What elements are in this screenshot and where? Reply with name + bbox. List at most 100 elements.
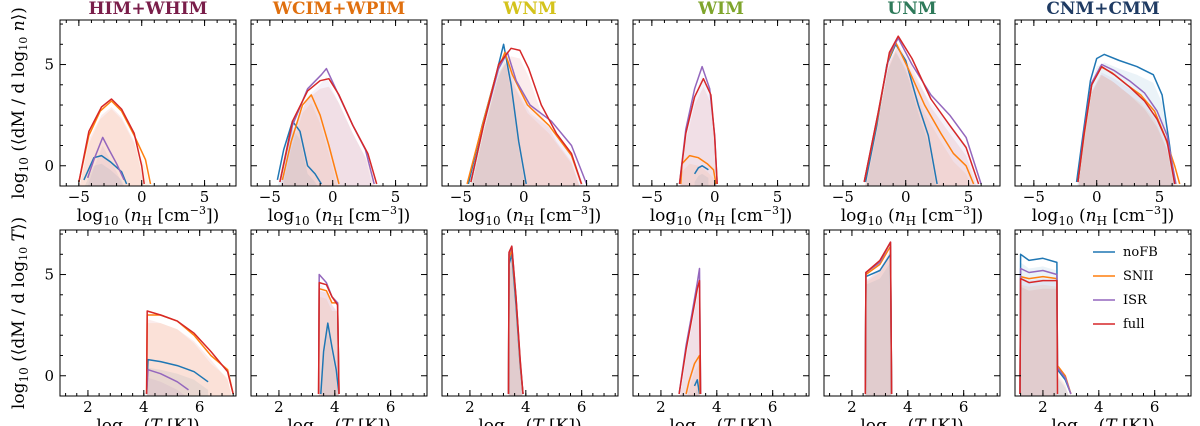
plot-frame xyxy=(59,19,237,187)
series-lines xyxy=(507,245,524,395)
series-line-snii xyxy=(281,94,340,185)
shaded-bands xyxy=(78,107,151,186)
series-line-full xyxy=(863,35,980,185)
series-line-full xyxy=(1077,65,1176,185)
plot-frame xyxy=(441,229,619,397)
series-line-nofb xyxy=(1075,53,1176,185)
ticks xyxy=(442,230,618,397)
y-tick-label: 5 xyxy=(44,56,54,74)
band-isr xyxy=(318,282,339,396)
band-snii xyxy=(1020,284,1071,396)
band-snii xyxy=(686,363,700,396)
x-tick-label: 4 xyxy=(330,398,340,416)
x-tick-label: 5 xyxy=(1155,188,1165,206)
x-axis-label: log10 (nH [cm−3]) xyxy=(268,204,410,228)
x-tick-label: 5 xyxy=(582,188,592,206)
band-full xyxy=(1020,286,1058,396)
series-line-snii xyxy=(78,100,152,185)
series-line-full xyxy=(470,47,583,185)
shaded-bands xyxy=(865,250,892,396)
shaded-bands xyxy=(1020,262,1071,396)
series-line-nofb xyxy=(145,358,209,395)
x-tick-label: 4 xyxy=(903,398,913,416)
band-full xyxy=(679,86,718,186)
plot-frame xyxy=(59,229,237,397)
x-axis-label: log10 (nH [cm−3]) xyxy=(650,204,792,228)
band-full xyxy=(864,44,979,186)
panel-title: WIM xyxy=(697,0,744,19)
band-isr xyxy=(87,145,125,186)
band-full xyxy=(470,56,582,186)
ticks xyxy=(1015,230,1191,397)
band-nofb xyxy=(694,387,700,396)
panel-top-cnm-cmm: −5 0 5 xyxy=(1014,19,1192,206)
band-snii xyxy=(467,60,582,186)
ticks xyxy=(251,20,427,187)
panel-title: CNM+CMM xyxy=(1046,0,1159,19)
x-axis-label: log10 (T [K]) xyxy=(478,416,581,426)
band-nofb xyxy=(1020,262,1071,396)
y-tick-label: 5 xyxy=(44,266,54,284)
ticks xyxy=(1015,20,1191,187)
x-axis-label: log10 (nH [cm−3]) xyxy=(841,204,983,228)
panel-titles: HIM+WHIM WCIM+WPIM WNM WIM UNM CNM+CMM xyxy=(89,0,1160,19)
x-tick-label: 4 xyxy=(712,398,722,416)
x-tick-label: 5 xyxy=(200,188,210,206)
series-lines xyxy=(1019,253,1072,395)
x-axis-label: log10 (T [K]) xyxy=(1051,416,1154,426)
band-snii xyxy=(78,109,151,186)
x-axis-label: log10 (nH [cm−3]) xyxy=(459,204,601,228)
series-line-full xyxy=(317,281,340,395)
band-full xyxy=(78,107,145,186)
legend: noFB SNII ISR full xyxy=(1093,245,1158,332)
x-tick-label: 0 xyxy=(1092,188,1102,206)
shaded-bands xyxy=(1076,62,1180,186)
band-isr xyxy=(1020,276,1071,396)
series-line-nofb xyxy=(320,322,340,395)
band-snii xyxy=(865,254,892,396)
plot-frame xyxy=(441,19,619,187)
x-axis-label: log10 (T [K]) xyxy=(96,416,199,426)
series-line-snii xyxy=(466,51,583,185)
shaded-bands xyxy=(318,282,339,396)
series-line-isr xyxy=(86,136,125,181)
x-tick-label: 0 xyxy=(328,188,338,206)
series-line-nofb xyxy=(276,120,323,185)
ticks xyxy=(442,20,618,187)
x-tick-label: 4 xyxy=(1094,398,1104,416)
x-tick-label: −5 xyxy=(832,188,854,206)
band-full xyxy=(318,290,339,396)
band-snii xyxy=(282,103,339,186)
band-snii xyxy=(680,163,716,186)
band-isr xyxy=(679,74,718,186)
x-tick-label: 5 xyxy=(773,188,783,206)
panel-top-unm: −5 0 5 xyxy=(823,19,1001,206)
band-isr xyxy=(146,377,189,396)
band-nofb xyxy=(694,173,709,186)
shaded-bands xyxy=(679,276,701,396)
panel-title: WNM xyxy=(502,0,557,19)
x-tick-label: −5 xyxy=(1023,188,1045,206)
band-isr xyxy=(1077,72,1176,186)
legend-item-snii: SNII xyxy=(1093,269,1154,284)
band-isr xyxy=(679,276,701,396)
panel-bottom-unm: 2 4 6 xyxy=(823,229,1001,416)
band-full xyxy=(1077,74,1175,186)
series-lines xyxy=(863,35,982,185)
series-line-nofb xyxy=(83,154,128,185)
x-tick-label: −5 xyxy=(68,188,90,206)
series-line-snii xyxy=(1019,275,1072,395)
x-axis-label: log10 (T [K]) xyxy=(669,416,772,426)
series-line-full xyxy=(678,77,718,185)
x-tick-label: 2 xyxy=(83,398,93,416)
x-tick-label: 5 xyxy=(391,188,401,206)
series-line-full xyxy=(78,98,145,185)
panel-bottom-wnm: 2 4 6 xyxy=(441,229,619,416)
x-axis-label: log10 (nH [cm−3]) xyxy=(1032,204,1174,228)
x-tick-label: −5 xyxy=(641,188,663,206)
x-tick-label: 6 xyxy=(768,398,778,416)
ticks xyxy=(633,20,809,187)
panel-top-him-whim: −5 0 5 0 5 xyxy=(44,19,237,206)
shaded-bands xyxy=(467,52,587,186)
x-tick-label: 6 xyxy=(1150,398,1160,416)
